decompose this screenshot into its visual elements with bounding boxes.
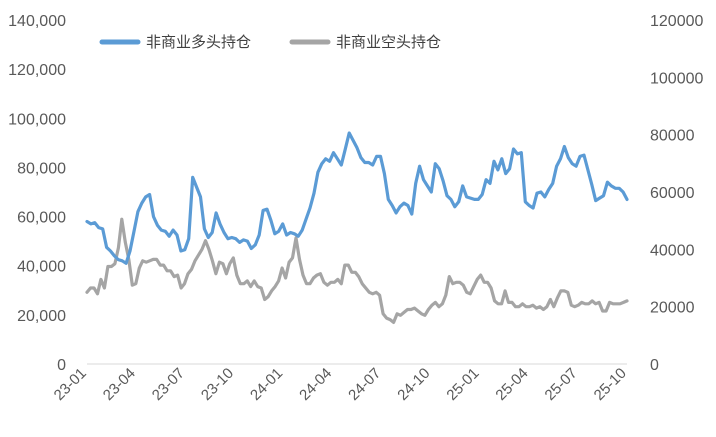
chart-legend: 非商业多头持仓 非商业空头持仓 xyxy=(99,34,441,51)
x-axis-tick-label: 25-04 xyxy=(492,365,531,404)
x-axis-tick-label: 23-04 xyxy=(100,365,139,404)
left-axis-tick-label: 0 xyxy=(57,357,66,374)
left-axis-tick-label: 100,000 xyxy=(8,111,66,128)
x-axis-tick-label: 23-10 xyxy=(198,365,237,404)
left-axis-tick-label: 20,000 xyxy=(17,308,66,325)
right-axis-ticks: 0 20000 40000 60000 80000 100000 120000 xyxy=(650,13,703,374)
left-axis-tick-label: 80,000 xyxy=(17,160,66,177)
legend-label-short-position: 非商业空头持仓 xyxy=(336,34,441,51)
x-axis-tick-label: 25-01 xyxy=(443,365,482,404)
x-axis-tick-label: 24-07 xyxy=(345,365,384,404)
left-axis-tick-label: 120,000 xyxy=(8,62,66,79)
x-axis-tick-label: 25-10 xyxy=(591,365,630,404)
right-axis-tick-label: 0 xyxy=(650,357,659,374)
x-axis-tick-label: 24-04 xyxy=(296,365,335,404)
left-axis-tick-label: 60,000 xyxy=(17,210,66,227)
right-axis-tick-label: 80000 xyxy=(650,128,695,145)
right-axis-tick-label: 60000 xyxy=(650,185,695,202)
series-line-1 xyxy=(85,217,629,324)
left-axis-tick-label: 140,000 xyxy=(8,13,66,30)
right-axis-tick-label: 120000 xyxy=(650,13,703,30)
right-axis-tick-label: 100000 xyxy=(650,70,703,87)
left-axis-ticks: 0 20,000 40,000 60,000 80,000 100,000 120,000 1… xyxy=(8,13,66,374)
series-line-0 xyxy=(85,131,629,265)
x-axis-tick-label: 23-07 xyxy=(149,365,188,404)
x-axis-tick-label: 25-07 xyxy=(542,365,581,404)
left-axis-tick-label: 40,000 xyxy=(17,259,66,276)
legend-label-long-position: 非商业多头持仓 xyxy=(146,34,251,51)
x-axis-tick-label: 24-01 xyxy=(247,365,286,404)
x-axis-ticks: 23-01 23-04 23-07 23-10 24-01 24-04 24-07 24-10… xyxy=(51,365,630,404)
right-axis-tick-label: 20000 xyxy=(650,300,695,317)
right-axis-tick-label: 40000 xyxy=(650,242,695,259)
series-lines xyxy=(85,131,629,324)
x-axis-tick-label: 24-10 xyxy=(394,365,433,404)
